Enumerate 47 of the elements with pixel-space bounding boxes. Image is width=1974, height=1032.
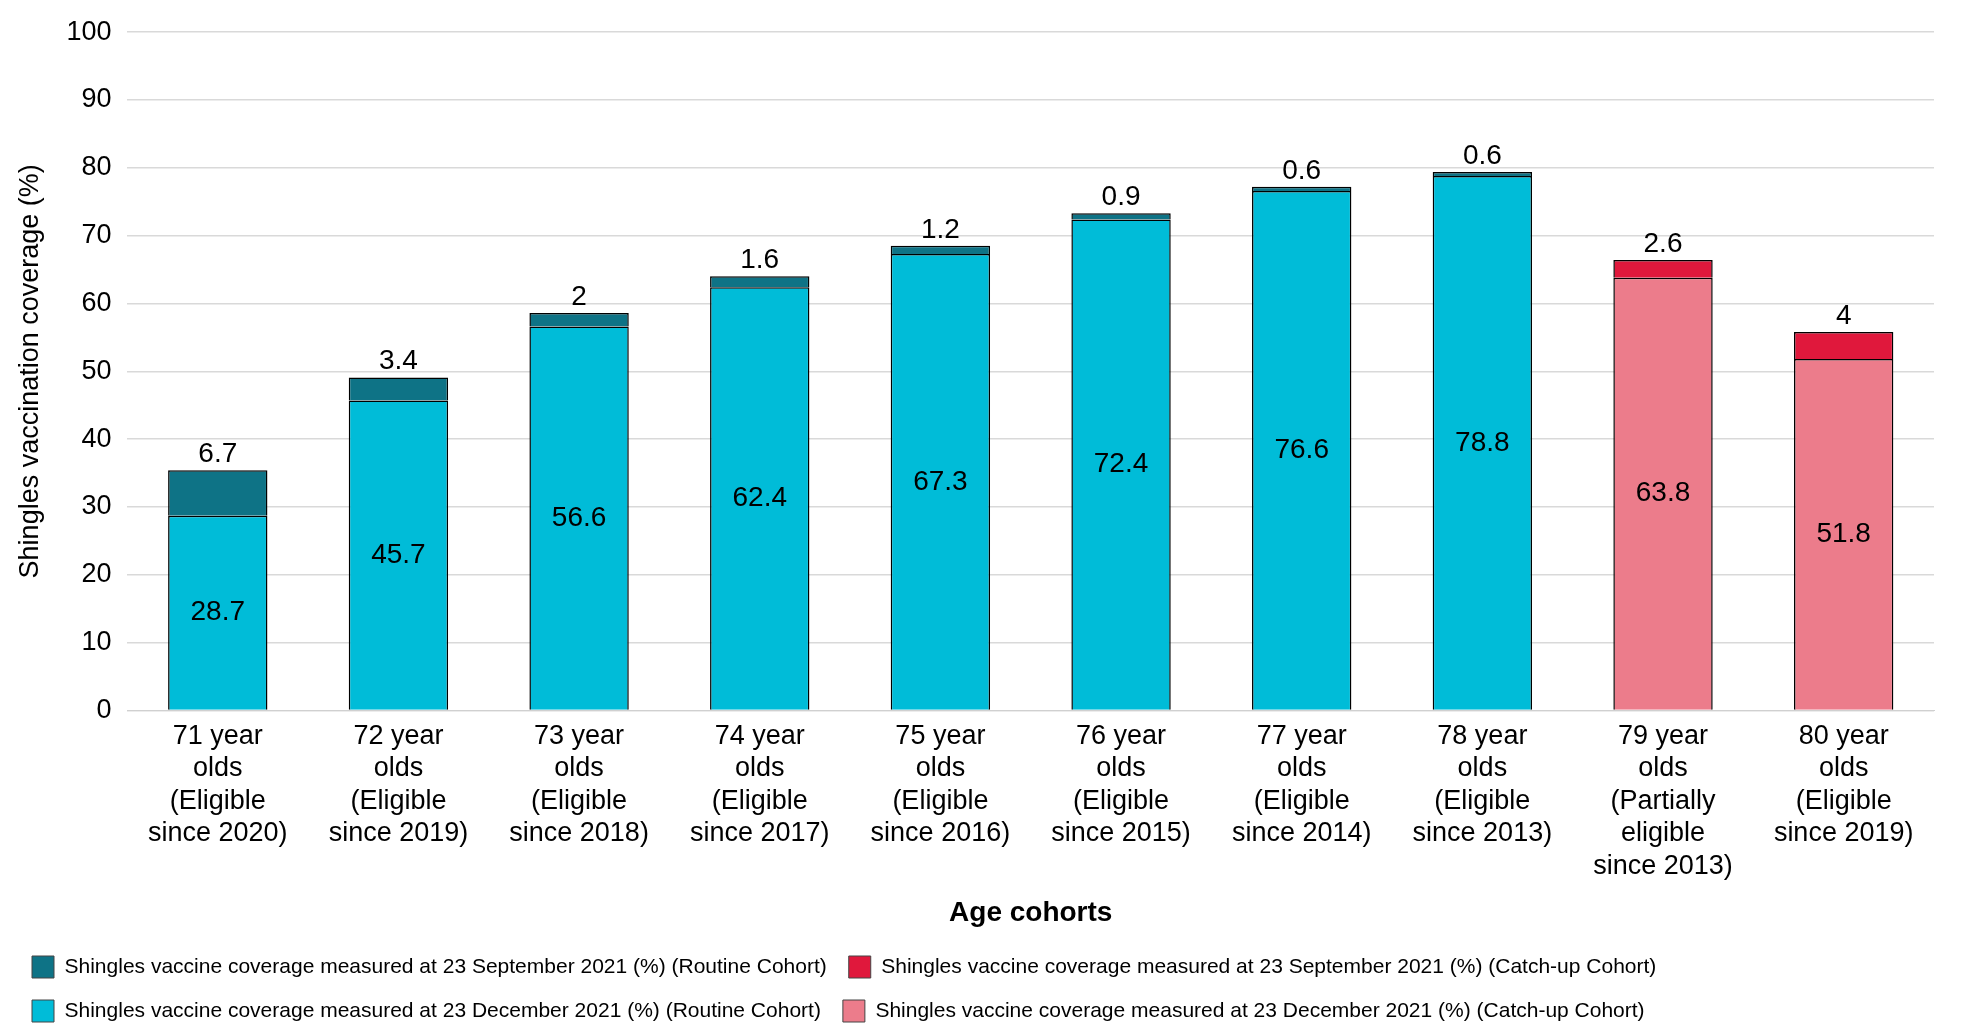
- data-label: 76.6: [1274, 432, 1329, 464]
- data-label: 56.6: [551, 500, 607, 532]
- y-tick-label: 100: [66, 15, 112, 46]
- x-tick-label: 76 year olds (Eligible since 2015): [1051, 720, 1191, 848]
- legend-label: Shingles vaccine coverage measured at 23 September 2021 (%) (Catch-up Cohort): [881, 953, 1657, 977]
- x-tick-label: 72 year olds (Eligible since 2019): [328, 720, 469, 848]
- data-label: 2: [571, 279, 587, 311]
- x-tick-label: 79 year olds (Partially eligible since 2013): [1593, 720, 1733, 880]
- data-label: 3.4: [378, 344, 418, 376]
- data-label: 0.6: [1282, 153, 1322, 185]
- y-tick-label: 10: [81, 626, 112, 657]
- data-label: 0.6: [1462, 138, 1502, 170]
- y-tick-label: 30: [81, 490, 112, 521]
- data-label: 1.2: [920, 212, 960, 244]
- x-tick-label: 75 year olds (Eligible since 2016): [870, 720, 1011, 848]
- data-label: 62.4: [732, 481, 787, 513]
- x-tick-label: 78 year olds (Eligible since 2013): [1412, 720, 1553, 848]
- data-label: 6.7: [198, 437, 238, 469]
- data-label: 28.7: [190, 595, 246, 627]
- data-label: 72.4: [1093, 447, 1149, 479]
- y-tick-label: 40: [81, 422, 112, 453]
- x-axis-title: Age cohorts: [949, 895, 1113, 927]
- data-label: 63.8: [1635, 476, 1691, 508]
- x-tick-label: 77 year olds (Eligible since 2014): [1231, 720, 1372, 848]
- y-tick-label: 80: [81, 151, 112, 182]
- data-label: 2.6: [1643, 226, 1683, 258]
- legend-label: Shingles vaccine coverage measured at 23 December 2021 (%) (Routine Cohort): [64, 997, 821, 1021]
- x-tick-label: 80 year olds (Eligible since 2019): [1773, 720, 1914, 848]
- y-tick-label: 90: [81, 83, 112, 114]
- y-tick-label: 60: [81, 286, 112, 317]
- y-tick-label: 0: [96, 693, 112, 724]
- y-tick-label: 20: [81, 558, 112, 589]
- data-label: 67.3: [913, 464, 968, 496]
- y-axis-title: Shingles vaccination coverage (%): [13, 164, 44, 579]
- x-tick-label: 71 year olds (Eligible since 2020): [147, 720, 288, 848]
- data-label: 0.9: [1101, 180, 1141, 211]
- data-label: 78.8: [1455, 425, 1510, 457]
- data-label: 1.6: [740, 243, 780, 275]
- y-tick-label: 70: [81, 219, 112, 250]
- legend-label: Shingles vaccine coverage measured at 23 December 2021 (%) (Catch-up Cohort): [875, 997, 1645, 1021]
- data-label: 51.8: [1816, 517, 1871, 549]
- x-tick-label: 74 year olds (Eligible since 2017): [689, 720, 830, 848]
- data-label: 45.7: [371, 537, 426, 569]
- y-tick-label: 50: [81, 354, 112, 385]
- legend-label: Shingles vaccine coverage measured at 23 September 2021 (%) (Routine Cohort): [64, 953, 827, 977]
- data-label: 4: [1835, 298, 1852, 330]
- x-tick-label: 73 year olds (Eligible since 2018): [509, 720, 649, 848]
